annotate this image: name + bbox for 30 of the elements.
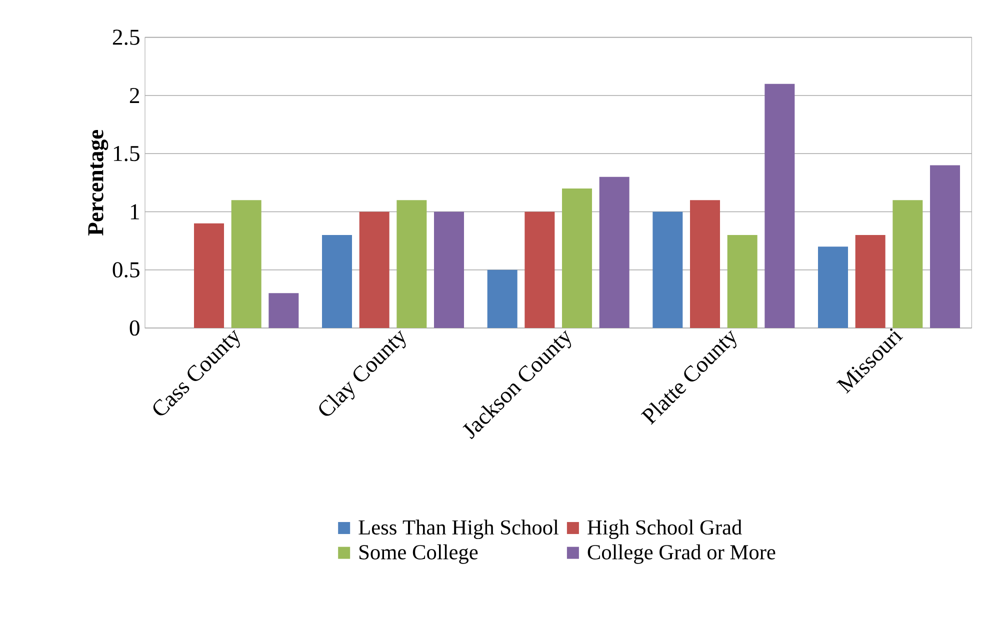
bar [690, 200, 720, 328]
bar [524, 212, 555, 328]
y-tick-label: 0.5 [112, 262, 140, 278]
bar [599, 176, 630, 328]
bar [322, 234, 352, 328]
y-axis-title: Percentage [88, 130, 108, 236]
legend-label: Some College [360, 544, 478, 564]
bar [487, 270, 518, 328]
bar [434, 212, 464, 328]
y-tick-label: 1.5 [114, 146, 140, 162]
y-tick-label: 2 [130, 88, 140, 103]
bar [892, 200, 923, 328]
bar [818, 246, 848, 328]
bar [930, 165, 960, 328]
bar [268, 293, 299, 328]
bar [764, 84, 795, 328]
bar [231, 200, 262, 328]
legend-label: College Grad or More [588, 544, 776, 564]
bar [562, 188, 592, 328]
bar [727, 234, 758, 328]
y-tick-label: 1 [130, 204, 139, 220]
y-tick-label: 0 [130, 320, 140, 336]
bar [855, 234, 886, 328]
bar [194, 223, 224, 328]
y-tick-label: 2.5 [112, 30, 140, 45]
bar [652, 212, 683, 328]
bar [359, 212, 390, 328]
legend-label: Less Than High School [358, 520, 559, 540]
legend-label: High School Grad [588, 520, 742, 540]
bar [396, 200, 427, 328]
